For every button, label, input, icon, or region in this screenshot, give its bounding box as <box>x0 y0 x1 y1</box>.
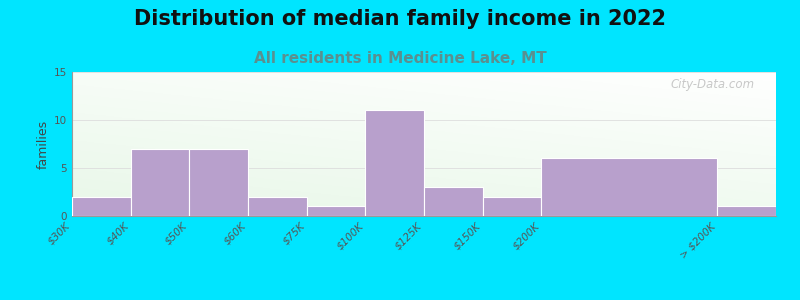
Bar <box>130 149 190 216</box>
Bar <box>72 197 130 216</box>
Bar <box>482 197 542 216</box>
Bar <box>190 149 248 216</box>
Text: All residents in Medicine Lake, MT: All residents in Medicine Lake, MT <box>254 51 546 66</box>
Bar <box>718 206 776 216</box>
Text: City-Data.com: City-Data.com <box>670 78 755 91</box>
Bar <box>248 197 306 216</box>
Y-axis label: families: families <box>37 119 50 169</box>
Bar <box>366 110 424 216</box>
Bar <box>424 187 482 216</box>
Bar <box>542 158 718 216</box>
Bar <box>306 206 366 216</box>
Text: Distribution of median family income in 2022: Distribution of median family income in … <box>134 9 666 29</box>
